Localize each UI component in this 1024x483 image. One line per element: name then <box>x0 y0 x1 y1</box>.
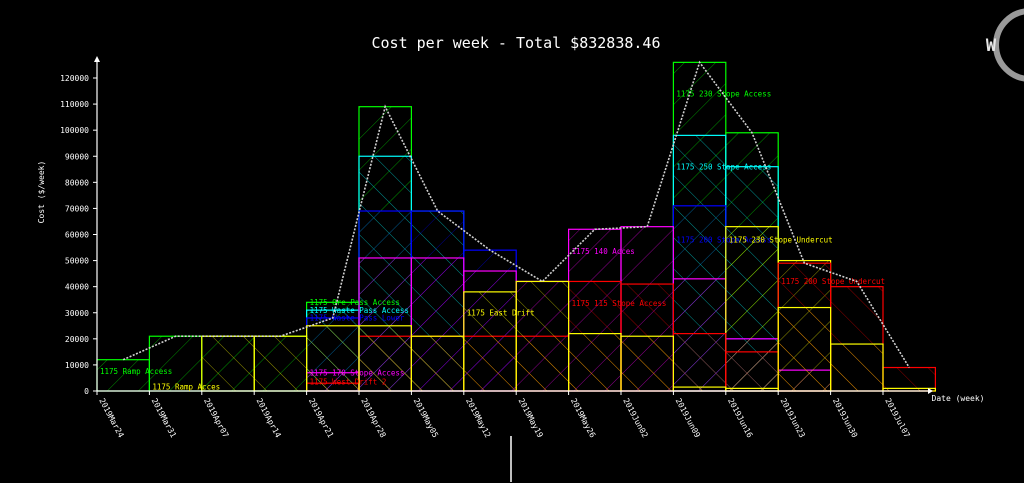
x-tick-label: 2019May26 <box>569 397 597 440</box>
annotation-label: 1175 East Drift <box>467 308 535 317</box>
x-tick-label: 2019Apr07 <box>202 397 230 440</box>
x-axis-label: Date (week) <box>932 394 985 403</box>
x-tick-label: 2019May19 <box>516 397 544 440</box>
x-tick-label: 2019Apr28 <box>359 397 387 440</box>
bar-1175-east-drift-2019Apr21 <box>306 325 360 392</box>
y-tick-label: 80000 <box>65 178 89 187</box>
annotation-label: 1175 170 Stope Access <box>310 368 405 377</box>
x-tick-label: 2019May12 <box>464 397 492 440</box>
x-tick-label: 2019Jun23 <box>778 397 806 440</box>
annotation-label: 1175 250 Stope Access <box>676 162 771 171</box>
bar-1175-115-stope-access-2019Jun16 <box>725 351 779 392</box>
y-axis-label: Cost ($/week) <box>37 161 46 224</box>
bar-1175-east-drift-2019Jun23 <box>777 306 832 392</box>
watermark-logo: W <box>986 8 1024 82</box>
x-tick-label: 2019Mar24 <box>97 397 125 440</box>
y-tick-label: 60000 <box>65 231 89 240</box>
y-tick-label: 0 <box>84 387 89 396</box>
bar-1175-east-drift-2019Jun30 <box>829 343 884 392</box>
watermark-letter: W <box>986 36 997 56</box>
bar-1175-115-stope-access-2019Jul07 <box>882 366 937 392</box>
bar-1175-east-drift-2019May05 <box>410 335 465 392</box>
x-tick-label: 2019Jun02 <box>621 397 649 440</box>
bar-1175-east-drift-2019May12 <box>463 291 517 392</box>
y-tick-label: 50000 <box>65 257 89 266</box>
bar-1175-115-stope-access-2019Jun09 <box>672 333 727 392</box>
x-tick-label: 2019Jun30 <box>831 397 859 440</box>
annotation-label: 1175 140 Acces <box>572 247 635 256</box>
annotation-label: 1175 200 Stope Access <box>676 235 771 244</box>
annotation-label: 1175 230 Stope Undercut <box>729 235 833 244</box>
y-tick-label: 30000 <box>65 309 89 318</box>
annotation-label: 1175 Ramp Acces <box>152 383 220 392</box>
y-tick-label: 120000 <box>60 74 89 83</box>
y-tick-label: 100000 <box>60 126 89 135</box>
y-tick-label: 70000 <box>65 204 89 213</box>
bar-layer <box>96 61 937 392</box>
bar-1175-east-drift-2019Apr14 <box>253 335 308 392</box>
annotation-label: 1175 200 Stope Undercut <box>781 277 885 286</box>
y-tick-label: 90000 <box>65 152 89 161</box>
bar-1175-east-drift-2019May26 <box>567 333 622 392</box>
annotation-label: 1175 115 Stope Access <box>572 299 667 308</box>
bar-1175-east-drift-2019Jun02 <box>620 335 675 392</box>
x-axis-arrow <box>928 388 933 394</box>
bar-1175-ramp-access-2019Mar31 <box>148 335 203 392</box>
x-tick-label: 2019Apr21 <box>307 397 335 440</box>
bar-1175-east-drift-2019Apr07 <box>201 335 255 392</box>
total-cost-line <box>122 60 910 368</box>
chart-title: Cost per week - Total $832838.46 <box>372 34 661 52</box>
bar-1175-east-drift-2019May19 <box>515 280 570 392</box>
total-line-layer <box>122 60 910 368</box>
y-tick-label: 110000 <box>60 100 89 109</box>
annotation-label: 1175 Waste Pass Access <box>310 306 409 315</box>
x-tick-label: 2019Apr14 <box>254 397 282 440</box>
annotation-label: 1175 Waste Pass Lower <box>310 314 405 323</box>
x-tick-label: 2019Jun09 <box>674 397 702 440</box>
y-axis-arrow <box>94 56 100 62</box>
x-tick-label: 2019May05 <box>412 397 440 440</box>
y-tick-label: 20000 <box>65 335 89 344</box>
annotation-label: 1175 Ore Pass Access <box>310 298 400 307</box>
annotation-label: 1175 230 Stope Access <box>676 89 771 98</box>
annotation-label: 1175 West Drift 2 <box>310 377 387 386</box>
x-tick-label: 2019Jul07 <box>883 397 911 440</box>
y-tick-label: 10000 <box>65 361 89 370</box>
x-tick-label: 2019Mar31 <box>150 397 178 440</box>
x-tick-label: 2019Jun16 <box>726 397 754 440</box>
annotation-label: 1175 Ramp Access <box>100 367 172 376</box>
y-tick-label: 40000 <box>65 283 89 292</box>
